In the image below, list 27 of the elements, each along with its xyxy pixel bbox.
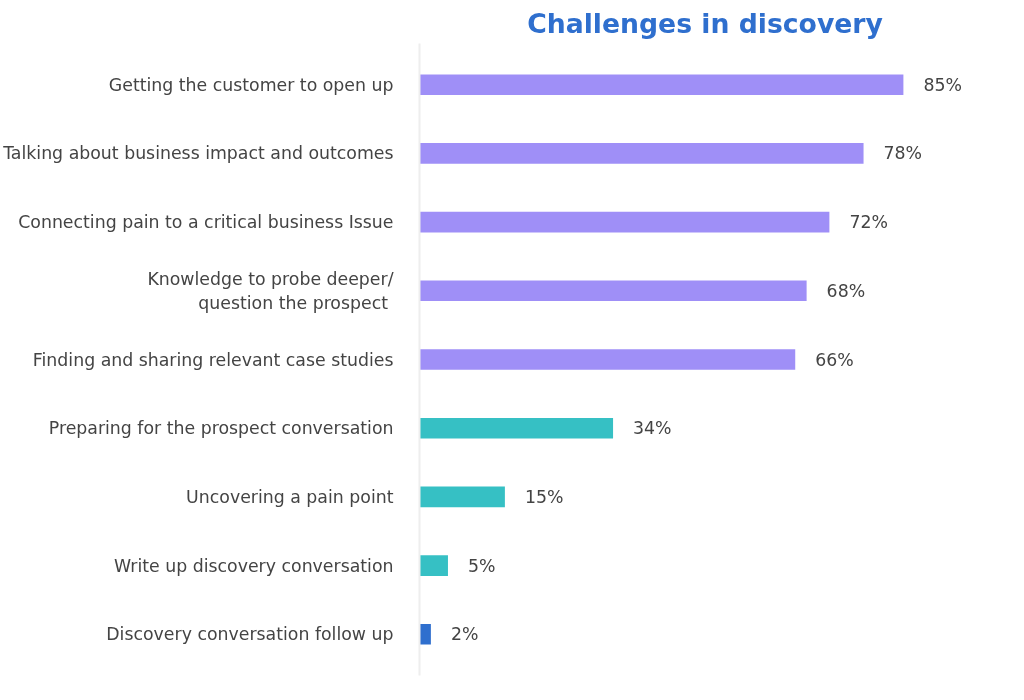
y-tick-label: Getting the customer to open up: [108, 74, 394, 95]
bar: [419, 280, 807, 302]
bar: [419, 74, 904, 96]
bar: [419, 143, 864, 164]
bar: [419, 555, 448, 576]
data-label: 78%: [883, 143, 923, 164]
bar: [419, 486, 505, 508]
data-label: 72%: [849, 212, 888, 233]
y-tick-label: Connecting pain to a critical business Issue: [18, 212, 394, 233]
chart-title: Challenges in discovery: [527, 7, 883, 39]
y-tick-label: Discovery conversation follow up: [106, 624, 394, 645]
y-tick-label: Preparing for the prospect conversation: [48, 418, 394, 439]
data-label: 15%: [524, 486, 564, 507]
data-label: 5%: [467, 555, 496, 576]
data-label: 68%: [826, 280, 866, 301]
data-label: 2%: [450, 624, 479, 645]
bar: [419, 349, 796, 370]
data-label: 66%: [815, 349, 854, 370]
y-tick-label: Talking about business impact and outcomes: [2, 143, 394, 164]
y-tick-label: Knowledge to probe deeper/ question the prospect: [147, 268, 394, 313]
bar: [419, 211, 830, 233]
y-tick-label: Write up discovery conversation: [113, 555, 394, 576]
data-label: 34%: [633, 418, 672, 439]
bar: [419, 417, 614, 439]
y-tick-label: Finding and sharing relevant case studies: [32, 349, 394, 370]
data-label: 85%: [923, 74, 962, 95]
y-tick-label: Uncovering a pain point: [186, 486, 394, 507]
